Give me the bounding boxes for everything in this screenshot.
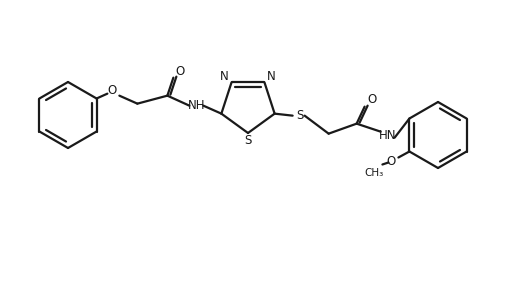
Text: O: O bbox=[387, 155, 396, 168]
Text: NH: NH bbox=[188, 99, 205, 112]
Text: S: S bbox=[244, 134, 252, 147]
Text: S: S bbox=[296, 109, 303, 122]
Text: CH₃: CH₃ bbox=[365, 168, 384, 179]
Text: O: O bbox=[108, 84, 117, 97]
Text: N: N bbox=[220, 70, 229, 83]
Text: N: N bbox=[267, 70, 276, 83]
Text: O: O bbox=[367, 93, 376, 106]
Text: HN: HN bbox=[379, 129, 396, 142]
Text: O: O bbox=[176, 65, 185, 78]
